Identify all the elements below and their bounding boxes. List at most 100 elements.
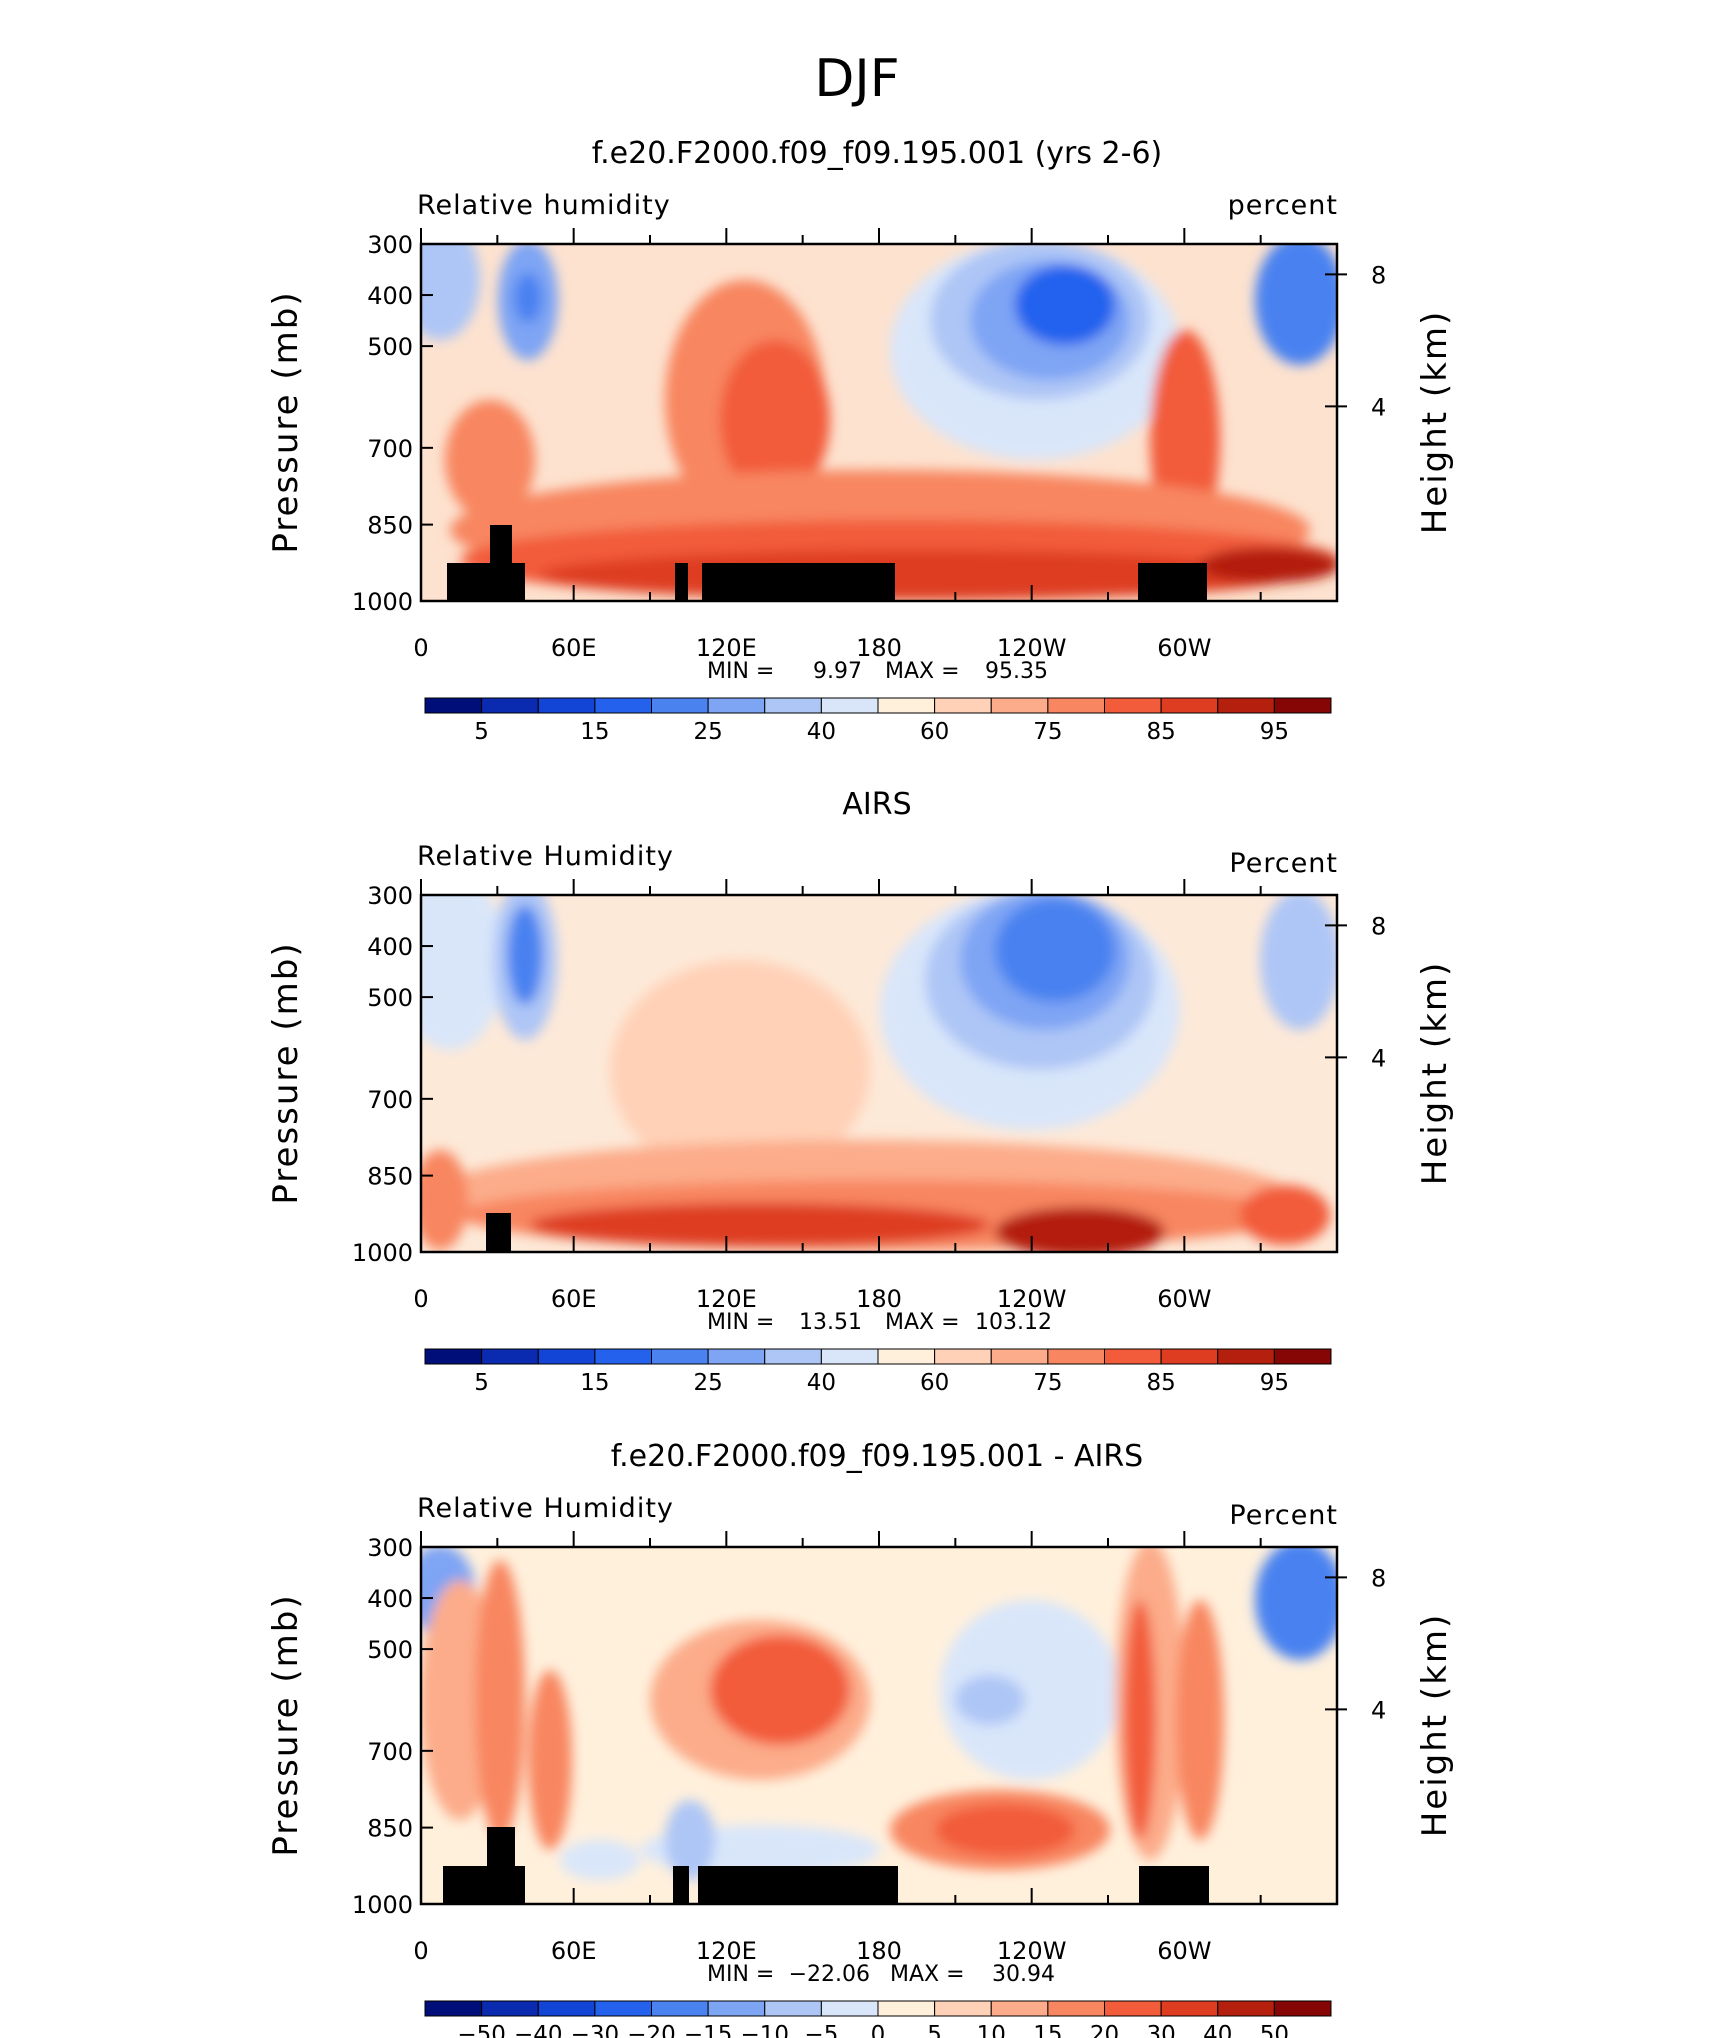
- x-tick-label: 120W: [997, 1285, 1067, 1313]
- colorbar-label: 20: [1090, 2022, 1119, 2038]
- plot-area: [421, 244, 1337, 601]
- colorbar-label: 60: [920, 719, 949, 745]
- colorbar-label: 85: [1146, 1370, 1175, 1396]
- colorbar-label: 40: [807, 1370, 836, 1396]
- colorbar-swatch: [990, 2000, 1049, 2017]
- colorbar-swatch: [990, 697, 1049, 714]
- plot-area: [421, 1547, 1337, 1904]
- y-tick-label: 400: [367, 282, 413, 310]
- colorbar: −50 −40 −30 −20 −15 −10 −5 0 5 10 15 20 30 40 50: [424, 2000, 1332, 2038]
- colorbar-label: 40: [807, 719, 836, 745]
- min-label: MIN =: [707, 1310, 774, 1335]
- colorbar-swatch: [481, 697, 539, 714]
- colorbar-swatch: [424, 697, 483, 714]
- x-tick-label: 180: [856, 634, 902, 662]
- panel-title: f.e20.F2000.f09_f09.195.001 - AIRS: [611, 1439, 1143, 1474]
- colorbar-swatch: [594, 1348, 652, 1365]
- max-label: MAX =: [885, 659, 960, 684]
- colorbar-swatch: [424, 1348, 483, 1365]
- colorbar-swatch: [537, 2000, 596, 2017]
- min-value: 9.97: [813, 659, 862, 684]
- colorbar-swatch: [1104, 697, 1162, 714]
- colorbar-swatch: [764, 697, 822, 714]
- colorbar-label: 5: [474, 1370, 489, 1396]
- units-label: Percent: [1229, 848, 1338, 879]
- x-tick-label: 0: [413, 1285, 428, 1313]
- x-tick-label: 60E: [551, 1285, 597, 1313]
- y-tick-label: 700: [367, 1086, 413, 1114]
- colorbar-label: 75: [1033, 1370, 1062, 1396]
- topography-mask: [447, 525, 1207, 601]
- colorbar-swatch: [820, 1348, 879, 1365]
- y2-tick-label: 8: [1371, 912, 1386, 940]
- colorbar-swatch: [481, 2000, 539, 2017]
- colorbar-label: −5: [804, 2022, 838, 2038]
- colorbar-swatch: [1273, 2000, 1332, 2017]
- y-tick-label: 500: [367, 1636, 413, 1664]
- colorbar-label: −15: [684, 2022, 733, 2038]
- y-tick-label: 400: [367, 933, 413, 961]
- colorbar: 5 15 25 40 60 75 85 95: [424, 1348, 1332, 1396]
- colorbar-label: 95: [1260, 719, 1289, 745]
- min-value: −22.06: [789, 1962, 870, 1987]
- y-tick-label: 300: [367, 231, 413, 259]
- colorbar-swatch: [651, 697, 709, 714]
- colorbar-swatch: [1217, 1348, 1275, 1365]
- colorbar-label: −10: [740, 2022, 789, 2038]
- y-axis-label: Pressure (mb): [266, 1593, 306, 1856]
- colorbar-swatch: [537, 697, 596, 714]
- colorbar-swatch: [877, 1348, 936, 1365]
- x-tick-label: 60W: [1157, 634, 1211, 662]
- colorbar-swatch: [481, 1348, 539, 1365]
- colorbar-label: 15: [580, 1370, 609, 1396]
- y-tick-label: 850: [367, 512, 413, 540]
- colorbar-swatch: [1160, 2000, 1219, 2017]
- colorbar-label: 40: [1203, 2022, 1232, 2038]
- colorbar-label: 75: [1033, 719, 1062, 745]
- max-label: MAX =: [890, 1962, 965, 1987]
- y2-tick-label: 8: [1371, 261, 1386, 289]
- y2-tick-label: 4: [1371, 393, 1386, 421]
- y-tick-label: 1000: [352, 1239, 413, 1267]
- colorbar-swatch: [651, 2000, 709, 2017]
- colorbar-swatch: [877, 2000, 936, 2017]
- min-label: MIN =: [707, 659, 774, 684]
- units-label: Percent: [1229, 1500, 1338, 1531]
- y-tick-label: 300: [367, 882, 413, 910]
- colorbar-label: 0: [871, 2022, 886, 2038]
- x-tick-label: 120E: [696, 1937, 757, 1965]
- colorbar-swatch: [934, 697, 992, 714]
- colorbar-label: 5: [927, 2022, 942, 2038]
- max-value: 30.94: [992, 1962, 1055, 1987]
- y-tick-label: 1000: [352, 1891, 413, 1919]
- colorbar-swatch: [820, 2000, 879, 2017]
- colorbar-swatch: [1217, 697, 1275, 714]
- colorbar-label: 60: [920, 1370, 949, 1396]
- x-tick-label: 180: [856, 1937, 902, 1965]
- y-tick-label: 700: [367, 1738, 413, 1766]
- y2-axis-label: Height (km): [1415, 961, 1455, 1186]
- colorbar-swatch: [1273, 697, 1332, 714]
- x-tick-label: 120E: [696, 634, 757, 662]
- colorbar-swatch: [1160, 697, 1219, 714]
- colorbar-label: 95: [1260, 1370, 1289, 1396]
- colorbar-swatch: [707, 2000, 766, 2017]
- colorbar-swatch: [1217, 2000, 1275, 2017]
- colorbar-swatch: [537, 1348, 596, 1365]
- max-label: MAX =: [885, 1310, 960, 1335]
- x-tick-label: 120W: [997, 1937, 1067, 1965]
- colorbar-label: 25: [693, 719, 722, 745]
- y2-axis-label: Height (km): [1415, 1613, 1455, 1838]
- max-value: 95.35: [985, 659, 1048, 684]
- x-tick-label: 180: [856, 1285, 902, 1313]
- colorbar-swatch: [707, 1348, 766, 1365]
- y-axis-label: Pressure (mb): [266, 290, 306, 553]
- colorbar-swatch: [1047, 697, 1105, 714]
- panel-title: f.e20.F2000.f09_f09.195.001 (yrs 2-6): [592, 136, 1162, 171]
- y-tick-label: 500: [367, 984, 413, 1012]
- topography-mask: [443, 1827, 1209, 1904]
- colorbar-swatch: [1047, 1348, 1105, 1365]
- colorbar-swatch: [594, 697, 652, 714]
- topography-mask: [486, 1213, 511, 1252]
- y2-tick-label: 8: [1371, 1564, 1386, 1592]
